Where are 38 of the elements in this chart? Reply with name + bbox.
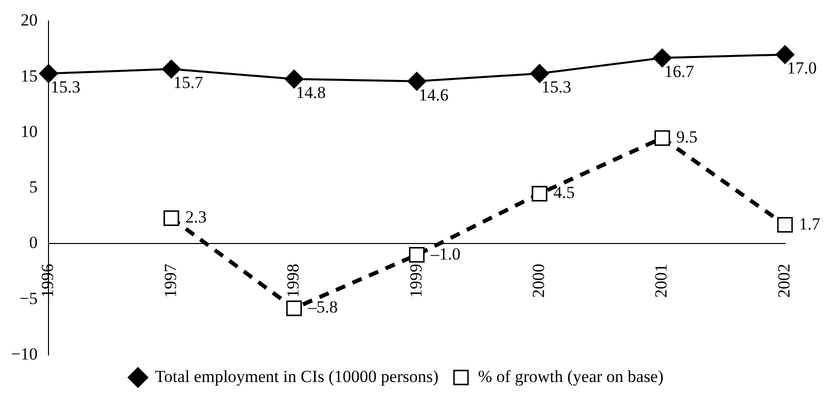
- data-label: 14.8: [296, 83, 326, 102]
- x-tick-label: 2000: [529, 264, 548, 298]
- x-tick-label: 1999: [406, 264, 426, 298]
- point: [39, 64, 58, 83]
- x-tick-label: 2002: [774, 264, 794, 298]
- point: [164, 210, 180, 226]
- point: [530, 64, 550, 83]
- data-label: 1.7: [799, 214, 821, 234]
- data-label: 15.3: [50, 77, 80, 96]
- data-label: 4.5: [554, 183, 575, 202]
- data-label: 17.0: [787, 58, 817, 78]
- data-label: 16.7: [664, 62, 695, 81]
- y-tick-label: 15: [20, 66, 38, 86]
- point: [286, 300, 302, 316]
- x-tick-label: 1997: [160, 263, 180, 298]
- legend-label: % of growth (year on base): [478, 366, 664, 386]
- y-tick-label: 20: [20, 10, 38, 30]
- data-label: 15.3: [542, 77, 572, 96]
- x-tick-label: 1998: [284, 264, 303, 298]
- data-label: 2.3: [185, 208, 207, 227]
- data-label: –1.0: [430, 244, 461, 264]
- y-tick-label: 0: [29, 233, 38, 252]
- data-label: 15.7: [173, 73, 204, 92]
- point: [408, 247, 425, 263]
- point: [532, 186, 548, 202]
- y-tick-label: −5: [19, 288, 38, 308]
- data-label: –5.8: [307, 298, 338, 317]
- point: [777, 216, 793, 233]
- y-tick-label: 10: [20, 122, 38, 141]
- legend-label: Total employment in CIs (10000 persons): [154, 366, 439, 386]
- point: [652, 48, 672, 68]
- y-tick-label: 5: [29, 178, 38, 197]
- y-tick-label: −10: [10, 344, 38, 364]
- data-label: 14.6: [418, 85, 449, 104]
- x-tick-label: 2001: [652, 264, 671, 298]
- data-label: 9.5: [676, 128, 698, 146]
- point: [407, 72, 426, 91]
- point: [654, 130, 670, 146]
